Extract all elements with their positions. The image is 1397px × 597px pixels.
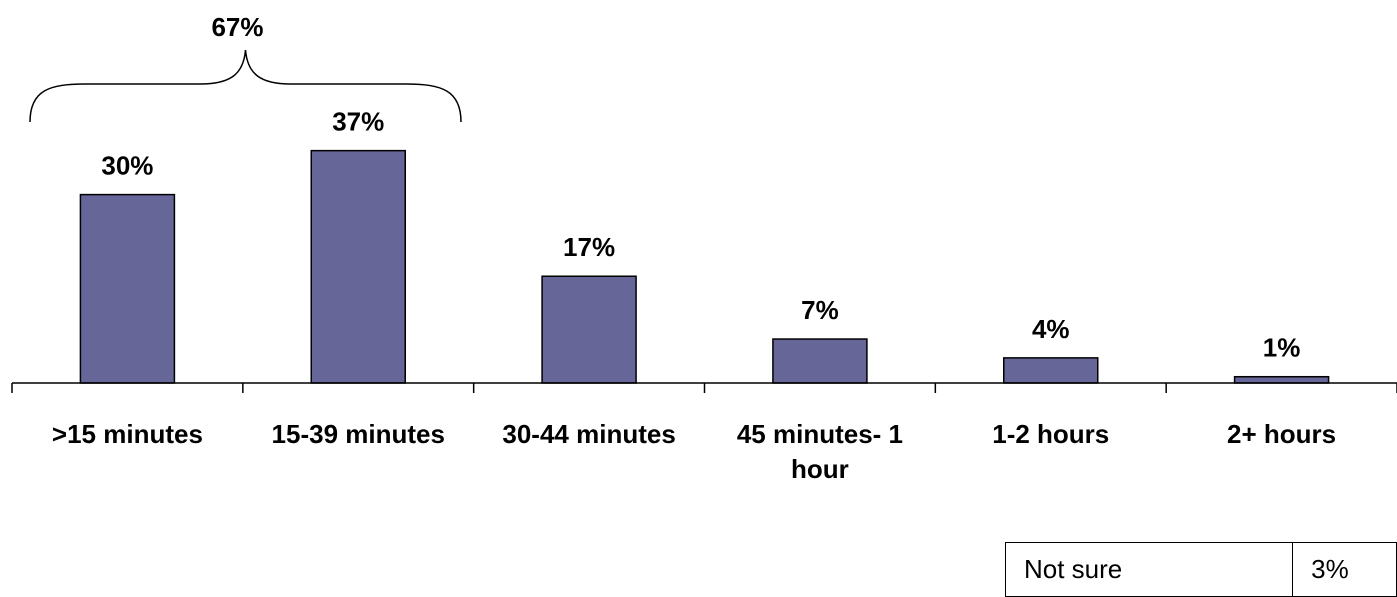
value-label-2: 37% [332, 107, 384, 137]
category-labels-group: >15 minutes 15-39 minutes 30-44 minutes 45 … [52, 419, 1336, 484]
not-sure-value: 3% [1292, 542, 1397, 597]
category-label-5: 1-2 hours [992, 419, 1109, 449]
not-sure-table: Not sure 3% [1004, 542, 1397, 597]
value-label-4: 7% [801, 295, 839, 325]
category-label-1: >15 minutes [52, 419, 203, 449]
value-label-3: 17% [563, 232, 615, 262]
value-label-5: 4% [1032, 314, 1070, 344]
bar-1 [79, 193, 176, 384]
brace-annotation [29, 49, 462, 123]
bars-group [79, 149, 1330, 384]
bar-5 [1003, 357, 1099, 384]
value-label-6: 1% [1263, 333, 1301, 363]
value-label-1: 30% [101, 151, 153, 181]
category-label-2: 15-39 minutes [272, 419, 445, 449]
category-label-3: 30-44 minutes [502, 419, 675, 449]
not-sure-row: Not sure 3% [1004, 542, 1397, 597]
bar-2 [310, 149, 406, 384]
value-labels-group: 30% 37% 17% 7% 4% 1% [101, 107, 1300, 363]
category-label-6: 2+ hours [1227, 419, 1336, 449]
bar-6 [1233, 375, 1330, 384]
not-sure-label: Not sure [1004, 542, 1294, 597]
bar-3 [541, 275, 637, 384]
x-axis-ticks [11, 383, 1397, 393]
brace-annotation-label: 67% [211, 12, 263, 42]
bar-chart: 30% 37% 17% 7% 4% 1% >15 minutes 15-39 minutes… [11, 12, 1397, 484]
category-label-4: 45 minutes- 1 hour [737, 419, 903, 484]
bar-4 [772, 338, 868, 384]
